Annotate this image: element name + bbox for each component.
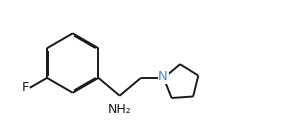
Text: F: F: [21, 81, 29, 94]
Text: N: N: [158, 70, 168, 83]
Text: NH₂: NH₂: [108, 103, 131, 116]
Text: N: N: [158, 70, 168, 83]
